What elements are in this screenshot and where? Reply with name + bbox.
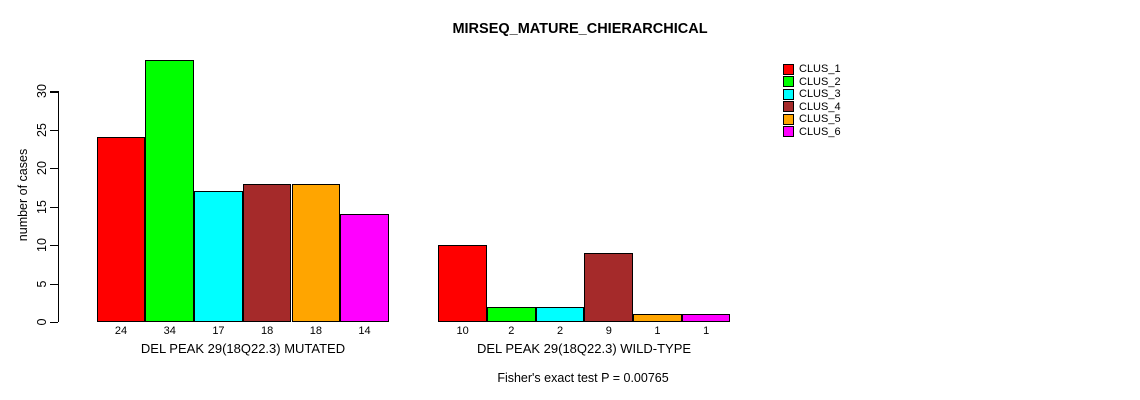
legend-color-swatch [783,101,794,113]
y-tick-label: 30 [35,84,49,99]
legend-item-clus-5: CLUS_5 [783,113,841,126]
legend: CLUS_1 CLUS_2 CLUS_3 CLUS_4 CLUS_5 CLUS_6 [783,63,841,138]
bar-clus-2-mutated [145,60,195,322]
bar-clus-1-mutated [96,137,146,322]
legend-item-label: CLUS_1 [799,63,841,76]
bar-value-label: 10 [456,325,469,337]
y-tick-label: 10 [35,238,49,253]
bar-value-label: 2 [556,325,564,337]
x-group-label-mutated: DEL PEAK 29(18Q22.3) MUTATED [140,341,346,356]
y-tick-mark [50,206,58,208]
legend-item-clus-1: CLUS_1 [783,63,841,76]
y-tick-mark [50,168,58,170]
bar-value-label: 18 [309,325,322,337]
bar-clus-4-mutated [242,183,292,322]
bar-value-label: 2 [508,325,515,337]
legend-item-clus-3: CLUS_3 [783,88,841,101]
fisher-test-caption: Fisher's exact test P = 0.00765 [497,371,669,385]
y-tick-mark [50,91,58,93]
bar-clus-3-wild-type [535,306,585,322]
bar-clus-5-mutated [291,183,341,322]
y-tick-label: 0 [35,318,49,326]
legend-color-swatch [783,126,794,138]
y-axis-title: number of cases [16,148,30,242]
chart-title: MIRSEQ_MATURE_CHIERARCHICAL [452,21,708,37]
bar-clus-4-wild-type [584,252,634,322]
bar-value-label: 1 [703,325,710,337]
bar-value-label: 24 [114,325,128,337]
legend-color-swatch [783,76,794,88]
bar-clus-2-wild-type [487,306,536,322]
y-tick-mark [50,322,58,324]
y-tick-label: 20 [35,161,49,176]
legend-color-swatch [783,113,794,125]
legend-item-label: CLUS_2 [799,75,841,88]
y-tick-mark [50,245,58,247]
bar-value-label: 17 [212,325,225,337]
y-tick-label: 25 [35,122,49,137]
bar-clus-5-wild-type [633,314,682,322]
y-tick-mark [50,129,58,131]
legend-item-clus-6: CLUS_6 [783,126,841,139]
legend-color-swatch [783,88,794,100]
y-tick-label: 15 [35,199,49,214]
bar-value-label: 34 [163,325,176,337]
y-axis-line [58,91,60,322]
x-group-label-wild-type: DEL PEAK 29(18Q22.3) WILD-TYPE [476,341,692,356]
y-tick-label: 5 [35,280,49,288]
bar-value-label: 14 [358,325,371,337]
y-tick-mark [50,283,58,285]
bar-value-label: 1 [654,325,661,337]
bar-value-label: 9 [605,325,612,337]
bar-clus-6-mutated [340,214,389,322]
legend-item-clus-2: CLUS_2 [783,76,841,89]
bar-clus-6-wild-type [681,314,731,322]
legend-item-label: CLUS_5 [799,113,841,126]
bar-value-label: 18 [261,325,274,337]
legend-item-label: CLUS_6 [799,125,841,138]
legend-item-label: CLUS_3 [799,88,841,101]
legend-color-swatch [783,63,794,75]
bar-clus-1-wild-type [438,245,487,322]
legend-item-clus-4: CLUS_4 [783,101,841,114]
legend-item-label: CLUS_4 [799,100,841,113]
bar-clus-3-mutated [194,191,243,322]
